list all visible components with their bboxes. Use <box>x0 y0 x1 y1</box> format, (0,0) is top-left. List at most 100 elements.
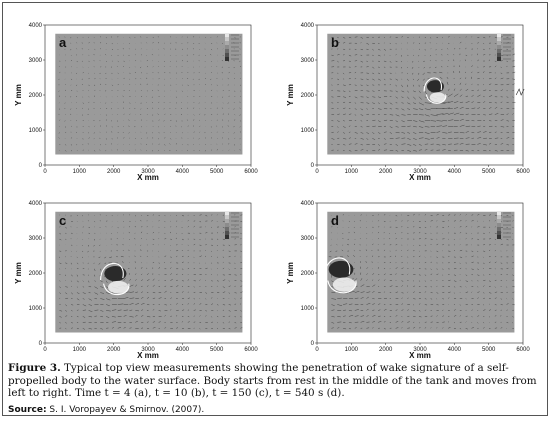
vector-arrow <box>448 119 454 121</box>
vector-arrow <box>187 267 190 269</box>
vector-arrow <box>158 132 160 134</box>
panel-c-plot: c 0 1000 2000 3000 4000 5000 6000 0 1000 2000 3000 4… <box>14 201 258 360</box>
vortex-contour <box>423 77 447 104</box>
vector-arrow <box>395 267 398 269</box>
vector-arrow <box>512 65 516 68</box>
vector-arrow <box>222 143 224 145</box>
vector-arrow <box>187 309 190 311</box>
vector-arrow <box>418 43 421 45</box>
vector-arrow <box>360 60 364 63</box>
vector-arrow <box>59 71 61 74</box>
vector-arrow <box>389 132 392 134</box>
panel-label: c <box>59 213 66 228</box>
vector-arrow <box>58 78 60 80</box>
vector-arrow <box>105 119 107 121</box>
vector-arrow <box>88 310 93 312</box>
vector-arrow <box>413 102 417 104</box>
vector-arrow <box>512 291 515 293</box>
vector-arrow <box>366 84 369 86</box>
vector-arrow <box>128 119 130 121</box>
vector-arrow <box>152 297 156 299</box>
vector-arrow <box>343 107 346 109</box>
vector-arrow <box>418 327 421 329</box>
colorbar-legend <box>225 211 239 239</box>
vector-arrow <box>378 96 382 98</box>
velocity-field <box>327 33 515 155</box>
vector-arrow <box>401 114 406 116</box>
colorbar-swatch <box>497 41 501 45</box>
colorbar-swatch <box>497 33 501 37</box>
colorbar-swatch <box>225 49 229 53</box>
vector-arrow <box>211 220 213 222</box>
vector-arrow <box>123 278 126 281</box>
vector-arrow <box>216 280 219 282</box>
vector-arrow <box>65 144 67 146</box>
vector-arrow <box>151 101 153 103</box>
vector-arrow <box>93 60 95 62</box>
vector-arrow <box>146 321 149 323</box>
vector-arrow <box>337 327 340 329</box>
vector-arrow <box>372 284 376 287</box>
vector-arrow <box>378 102 380 104</box>
vector-arrow <box>164 71 166 74</box>
vector-arrow <box>337 96 341 97</box>
vector-arrow <box>383 279 386 281</box>
vector-arrow <box>164 255 167 258</box>
vector-arrow <box>343 113 346 115</box>
vector-arrow <box>483 285 485 287</box>
vector-arrow <box>170 273 172 275</box>
vector-arrow <box>360 37 363 39</box>
vector-arrow <box>372 72 375 75</box>
y-tick-label: 4000 <box>301 201 315 207</box>
vector-arrow <box>465 225 468 228</box>
vector-arrow <box>193 256 195 258</box>
vector-arrow <box>424 220 427 222</box>
vector-arrow <box>211 102 213 104</box>
vector-arrow <box>430 298 433 300</box>
vector-arrow <box>447 48 449 50</box>
vector-arrow <box>181 132 183 134</box>
vector-arrow <box>192 78 194 80</box>
vector-arrow <box>424 262 427 264</box>
vector-arrow <box>228 310 231 312</box>
vector-arrow <box>170 285 173 287</box>
vector-arrow <box>106 316 110 318</box>
x-axis-label: X mm <box>409 351 431 360</box>
vector-arrow <box>488 292 492 294</box>
figure-panels: a 0 1000 2000 3000 4000 5000 6000 0 1000 2000 3000 4… <box>3 3 547 360</box>
vector-arrow <box>93 53 95 56</box>
vector-arrow <box>360 144 363 146</box>
vector-arrow <box>459 328 462 330</box>
vector-arrow <box>418 322 420 324</box>
vector-arrow <box>383 72 386 75</box>
vector-arrow <box>471 255 474 258</box>
vector-arrow <box>158 297 162 299</box>
vector-arrow <box>453 112 460 115</box>
vector-arrow <box>418 238 421 240</box>
vector-arrow <box>140 273 143 275</box>
vector-arrow <box>471 71 473 74</box>
vector-arrow <box>181 126 183 128</box>
vector-arrow <box>181 255 184 258</box>
vector-arrow <box>424 238 427 240</box>
vector-arrow <box>233 66 235 69</box>
vector-arrow <box>348 322 352 324</box>
vector-arrow <box>378 132 381 134</box>
vector-arrow <box>343 144 346 146</box>
vector-arrow <box>459 232 462 234</box>
vector-arrow <box>82 244 83 246</box>
vector-arrow <box>128 132 130 134</box>
vector-arrow <box>512 279 515 281</box>
vector-arrow <box>483 131 487 133</box>
vector-arrow <box>372 78 375 81</box>
vector-arrow <box>471 101 474 103</box>
x-tick-label: 1000 <box>73 169 87 175</box>
vector-arrow <box>465 101 470 103</box>
vector-arrow <box>459 267 462 269</box>
vector-arrow <box>146 59 148 62</box>
vector-arrow <box>430 261 432 264</box>
vector-arrow <box>140 54 143 56</box>
vector-arrow <box>105 150 107 152</box>
vector-arrow <box>360 78 364 80</box>
vector-arrow <box>494 261 497 264</box>
